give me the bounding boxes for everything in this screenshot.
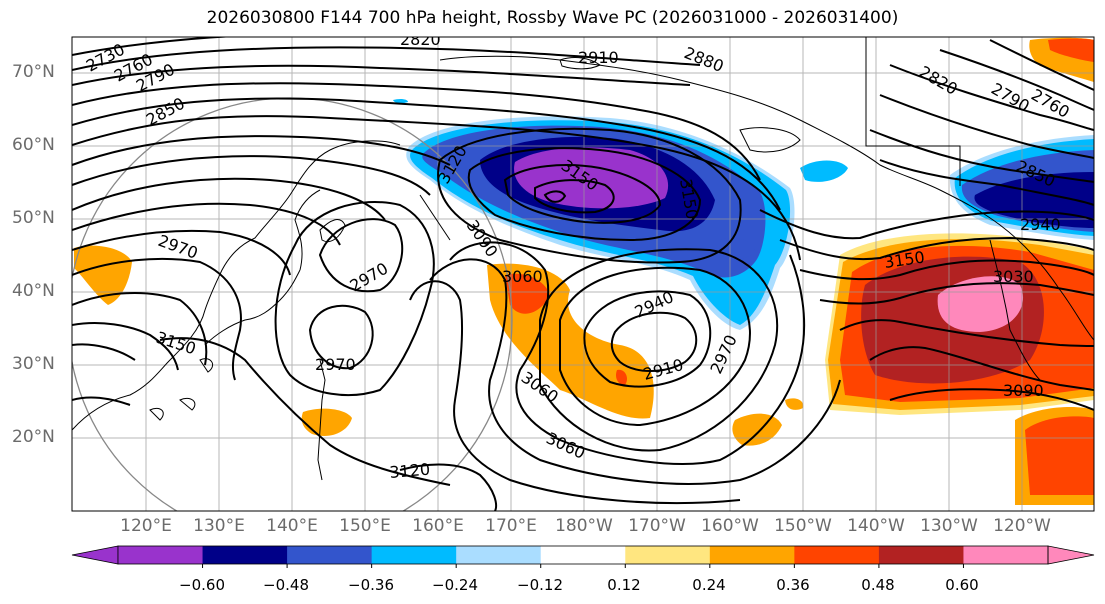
anomaly-fill [1048,38,1094,62]
colorbar-swatch [625,546,711,564]
colorbar-extend-min [71,545,119,565]
colorbar-swatch [878,546,964,564]
contour-label: 2970 [315,355,356,374]
lon-label: 120°E [120,516,172,536]
colorbar-tick-label: 0.48 [861,576,895,594]
contour-label: 3090 [1003,381,1044,400]
colorbar-swatch [456,546,542,564]
colorbar-swatch [202,546,288,564]
map-frame [71,36,1095,512]
colorbar-tick-label: −0.36 [348,576,394,594]
contour-label: 2970 [347,259,392,296]
colorbar-tick-label: 0.12 [607,576,641,594]
colorbar-tick-label: −0.12 [517,576,563,594]
lon-label: 180°W [555,516,613,536]
lon-label: 170°W [628,516,686,536]
contour-label: 2820 [916,62,961,99]
lon-label: 160°E [412,516,464,536]
contour-label: 3030 [993,267,1034,286]
anomaly-fill [301,408,352,437]
anomaly-fill [1025,416,1094,495]
contour-label: 2850 [143,94,188,130]
colorbar-swatch [963,546,1049,564]
contour-label: 2970 [706,332,740,377]
lat-label: 70°N [12,62,55,82]
colorbar-tick-label: 0.60 [945,576,979,594]
colorbar-swatch [371,546,457,564]
contour-label: 3120 [389,460,431,482]
lat-label: 50°N [12,208,55,228]
colorbar-swatch [287,546,373,564]
lat-label: 40°N [12,281,55,301]
lat-label: 20°N [12,427,55,447]
contour-label: 2820 [400,30,441,49]
height-contours [72,37,1094,511]
contour-label: 2910 [578,48,619,67]
lon-label: 160°W [701,516,759,536]
positive-anomaly-fills [74,37,1094,505]
colorbar-extend-max [1047,545,1095,565]
lon-label: 140°E [266,516,318,536]
lon-label: 150°E [339,516,391,536]
coastlines [72,37,1094,481]
lat-label: 60°N [12,135,55,155]
anomaly-fill [732,413,782,446]
lon-label: 130°W [920,516,978,536]
colorbar-swatch [794,546,880,564]
anomaly-fill [800,160,848,182]
anomaly-fill [514,147,669,209]
lon-label: 120°W [993,516,1051,536]
lat-label: 30°N [12,354,55,374]
colorbar-swatch [540,546,626,564]
anomaly-fill [74,245,132,305]
anomaly-fill [615,369,628,385]
contour-label: 3060 [543,428,588,462]
anomaly-fill [393,98,408,104]
contour-label: 2880 [682,43,727,76]
colorbar-tick-label: −0.60 [179,576,225,594]
contour-label: 3060 [502,267,543,286]
colorbar-tick-label: 0.36 [776,576,810,594]
page-title: 2026030800 F144 700 hPa height, Rossby W… [206,8,899,28]
lon-label: 140°W [847,516,905,536]
lon-label: 170°E [485,516,537,536]
colorbar-tick-label: −0.48 [263,576,309,594]
colorbar-swatch [118,546,204,564]
anomaly-fill [785,398,804,410]
colorbar-tick-label: 0.24 [692,576,726,594]
colorbar-tick-label: −0.24 [432,576,478,594]
colorbar [71,545,1095,568]
anomaly-fill [505,273,550,314]
lon-label: 150°W [774,516,832,536]
colorbar-frame [117,545,1049,565]
contour-label: 2940 [1020,215,1061,234]
contour-label: 2790 [988,79,1033,116]
colorbar-swatch [709,546,795,564]
lon-label: 130°E [193,516,245,536]
